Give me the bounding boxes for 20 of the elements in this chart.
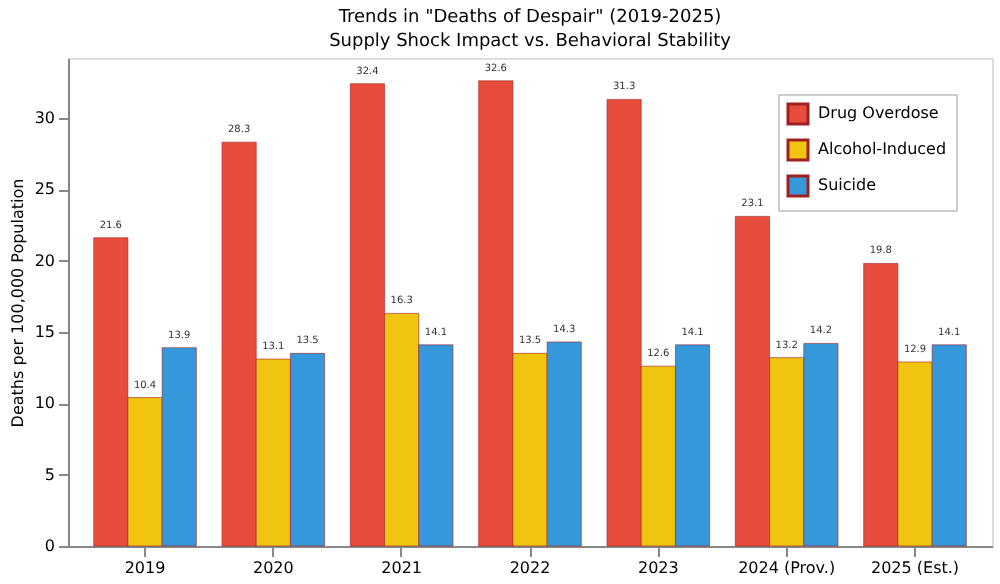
x-tick-label: 2023 (637, 559, 679, 577)
legend-label: Alcohol-Induced (818, 140, 947, 158)
x-tick-label: 2025 (Est.) (870, 559, 960, 577)
y-tick-label: 20 (34, 251, 55, 270)
y-tick-label: 25 (34, 180, 55, 199)
x-tick-label: 2024 (Prov.) (738, 559, 836, 577)
x-tick-label: 2022 (509, 559, 551, 577)
legend-label: Drug Overdose (818, 104, 939, 122)
y-tick-label: 15 (34, 322, 55, 341)
x-tick-label: 2021 (381, 559, 423, 577)
y-tick-label: 0 (44, 537, 55, 555)
x-tick-label: 2019 (124, 559, 166, 577)
y-axis-title: Deaths per 100,000 Population (8, 178, 27, 428)
chart-title: Trends in "Deaths of Despair" (2019-2025) (336, 8, 722, 28)
y-tick-label: 10 (34, 394, 55, 413)
legend-label: Suicide (818, 176, 877, 194)
chart-subtitle: Supply Shock Impact vs. Behavioral Stability (329, 32, 733, 52)
y-tick-label: 30 (34, 108, 55, 127)
y-tick-label: 5 (44, 465, 55, 484)
x-tick-label: 2020 (252, 559, 294, 577)
